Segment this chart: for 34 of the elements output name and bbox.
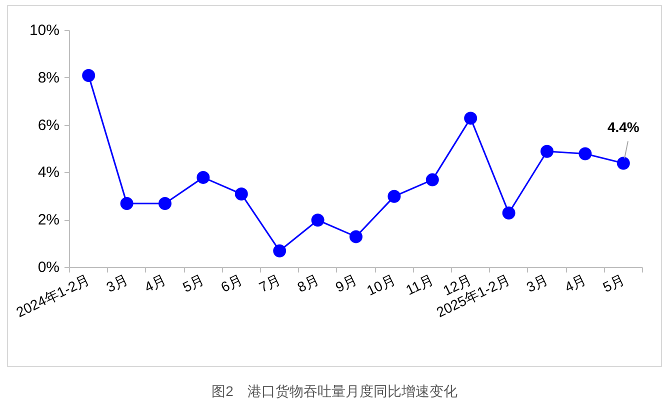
y-tick-label: 8% <box>38 69 60 86</box>
x-tick-label: 3月 <box>524 271 550 296</box>
y-tick-label: 2% <box>38 212 60 229</box>
x-tick-label: 4月 <box>562 271 589 296</box>
point <box>578 147 592 160</box>
x-tick-label: 6月 <box>218 271 245 296</box>
point <box>540 144 554 158</box>
x-tick-label: 5月 <box>180 271 207 296</box>
x-tick-label: 7月 <box>256 271 284 296</box>
y-tick-label: 4% <box>38 164 60 182</box>
y-tick-label: 6% <box>38 116 60 134</box>
point <box>350 230 362 244</box>
point <box>82 69 96 82</box>
point <box>426 173 439 186</box>
text: 图2 港口货物吞吐量月度同比增速变化 <box>212 382 458 401</box>
x-tick-label: 11月 <box>403 271 436 298</box>
point <box>234 188 248 201</box>
x-tick-label: 10月 <box>364 271 398 299</box>
x-tick-label: 4月 <box>142 271 168 296</box>
point <box>464 112 478 125</box>
point <box>388 190 401 203</box>
point <box>502 206 516 220</box>
point <box>273 244 286 258</box>
point <box>196 170 210 184</box>
x-tick-label: 8月 <box>294 271 322 296</box>
x-tick-label: 9月 <box>332 271 360 296</box>
x-tick-label: 3月 <box>104 271 130 296</box>
point <box>311 214 324 227</box>
point <box>616 156 630 170</box>
data-label: 4.4% <box>607 119 640 136</box>
point <box>158 197 172 210</box>
y-tick-label: 10% <box>29 22 60 39</box>
point <box>120 197 134 210</box>
x-tick-label: 5月 <box>600 271 627 296</box>
